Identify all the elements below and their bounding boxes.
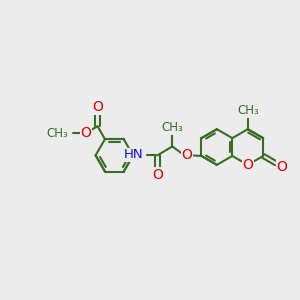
Text: CH₃: CH₃ <box>162 121 184 134</box>
Text: O: O <box>276 160 287 174</box>
Text: O: O <box>92 100 103 114</box>
Text: CH₃: CH₃ <box>47 127 68 140</box>
Text: O: O <box>182 148 193 162</box>
Text: O: O <box>242 158 253 172</box>
Text: O: O <box>152 168 163 182</box>
Text: O: O <box>80 126 91 140</box>
Text: HN: HN <box>123 148 143 161</box>
Text: CH₃: CH₃ <box>238 104 259 117</box>
